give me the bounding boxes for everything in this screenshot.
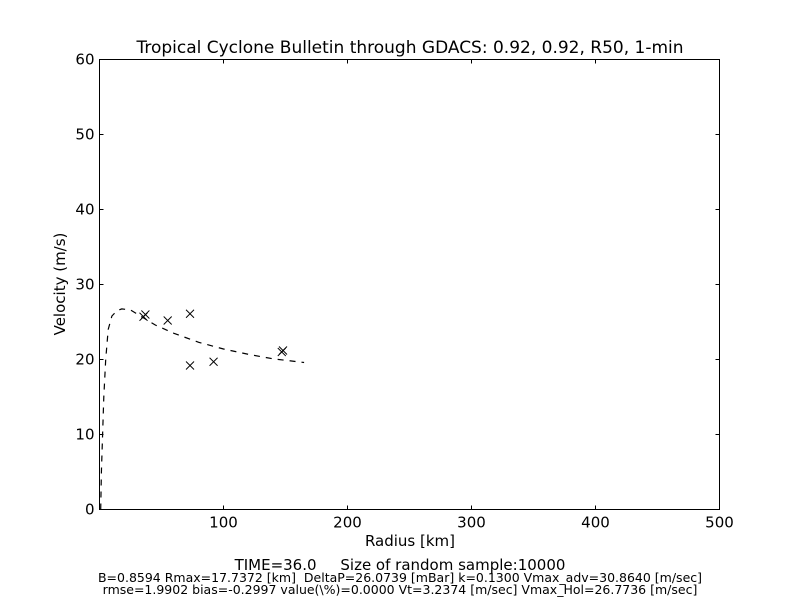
- y-tick-label: 10: [75, 426, 94, 444]
- profile-curve: [100, 308, 305, 510]
- observation-marker: [163, 316, 173, 325]
- x-tick-label: 500: [705, 514, 734, 532]
- x-axis-label: Radius [km]: [365, 532, 455, 550]
- plot-frame: [99, 59, 720, 510]
- footer-line-1: TIME=36.0 Size of random sample:10000: [234, 556, 566, 574]
- x-tick-label: 100: [209, 514, 238, 532]
- x-tick-label: 300: [457, 514, 486, 532]
- y-tick-label: 20: [75, 351, 94, 369]
- observation-marker: [141, 310, 150, 319]
- observation-marker: [185, 361, 195, 370]
- y-tick-label: 30: [75, 276, 94, 294]
- y-tick-label: 40: [75, 201, 94, 219]
- observation-marker: [185, 309, 195, 319]
- x-tick-label: 200: [333, 514, 362, 532]
- observation-marker: [278, 346, 288, 355]
- chart-title: Tropical Cyclone Bulletin through GDACS:…: [135, 38, 683, 58]
- y-tick-label: 60: [75, 51, 94, 69]
- footer-line-3: rmse=1.9902 bias=-0.2997 value(\%)=0.000…: [103, 582, 698, 597]
- footer-line-2: B=0.8594 Rmax=17.7372 [km] DeltaP=26.073…: [98, 570, 702, 585]
- y-axis-label: Velocity (m/s): [51, 233, 69, 336]
- y-tick-label: 0: [85, 501, 95, 519]
- x-tick-label: 400: [581, 514, 610, 532]
- observation-marker: [209, 357, 218, 367]
- y-tick-label: 50: [75, 126, 94, 144]
